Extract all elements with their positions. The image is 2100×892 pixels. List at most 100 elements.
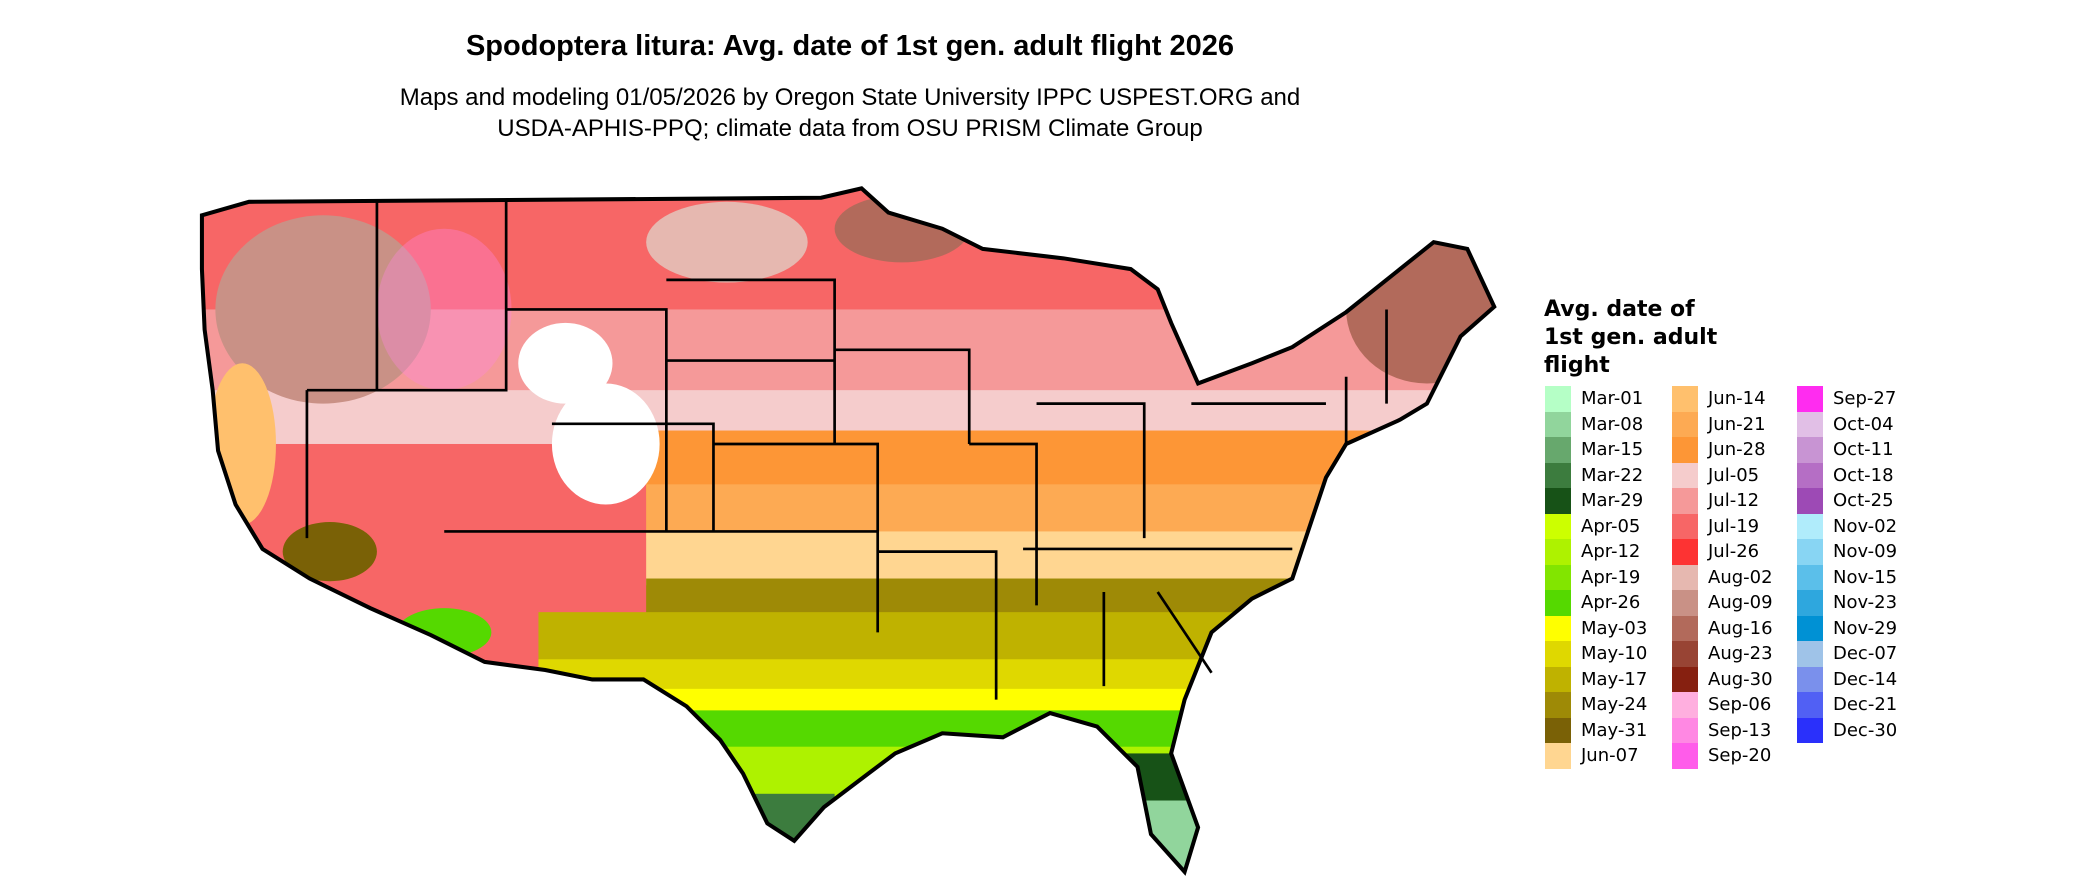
legend-label: Aug-30	[1708, 668, 1773, 690]
legend-label: May-24	[1581, 694, 1648, 716]
legend-title-line: flight	[1544, 353, 1610, 378]
legend-swatch	[1797, 692, 1823, 718]
legend-label: Jul-12	[1708, 490, 1760, 512]
legend-swatch	[1672, 666, 1698, 692]
map-subtitle-line-1: Maps and modeling 01/05/2026 by Oregon S…	[399, 84, 1301, 111]
legend-label: Oct-25	[1833, 490, 1894, 512]
legend-label: Nov-23	[1833, 592, 1898, 614]
legend-item: Sep-27	[1797, 386, 1897, 412]
legend-item: Nov-23	[1797, 590, 1897, 616]
legend-item: Aug-30	[1672, 666, 1773, 692]
legend-label: Mar-22	[1581, 464, 1644, 486]
legend-swatch	[1545, 641, 1571, 667]
legend-item: Jul-26	[1672, 539, 1773, 565]
legend-label: Jul-26	[1708, 541, 1760, 563]
legend-swatch	[1797, 411, 1823, 437]
legend-item: Mar-22	[1545, 462, 1647, 488]
legend-item: May-31	[1545, 717, 1647, 743]
legend-swatch	[1545, 462, 1571, 488]
legend-column-2: Jun-14 Jun-21 Jun-28 Jul-05 Jul-12 Jul-19 Jul-…	[1672, 386, 1773, 769]
legend-label: Jun-14	[1708, 388, 1766, 410]
legend-swatch	[1797, 513, 1823, 539]
legend-item: Jun-28	[1672, 437, 1773, 463]
legend-swatch	[1797, 666, 1823, 692]
legend-item: Oct-25	[1797, 488, 1897, 514]
legend-item: Apr-19	[1545, 564, 1647, 590]
legend-label: Mar-01	[1581, 388, 1644, 410]
legend-item: Jul-05	[1672, 462, 1773, 488]
legend-label: Aug-16	[1708, 617, 1773, 639]
legend-item: May-17	[1545, 666, 1647, 692]
legend-swatch	[1672, 590, 1698, 616]
legend-item: Oct-04	[1797, 411, 1897, 437]
legend-label: Aug-02	[1708, 566, 1773, 588]
legend-item: Dec-21	[1797, 692, 1897, 718]
legend-label: Dec-14	[1833, 668, 1898, 690]
legend-item: Dec-07	[1797, 641, 1897, 667]
legend-label: Sep-13	[1708, 719, 1772, 741]
legend-swatch	[1545, 615, 1571, 641]
legend-item: Mar-01	[1545, 386, 1647, 412]
legend-swatch	[1797, 462, 1823, 488]
legend-title-line: Avg. date of	[1544, 297, 1695, 322]
legend-item: May-24	[1545, 692, 1647, 718]
legend-swatch	[1545, 513, 1571, 539]
legend-swatch	[1672, 513, 1698, 539]
legend-swatch	[1545, 386, 1571, 412]
legend-label: Jun-28	[1708, 439, 1766, 461]
legend-label: Apr-19	[1581, 566, 1641, 588]
legend-label: May-03	[1581, 617, 1648, 639]
legend-label: Mar-15	[1581, 439, 1644, 461]
legend-swatch	[1545, 411, 1571, 437]
legend-item: Aug-16	[1672, 615, 1773, 641]
legend-item: Aug-02	[1672, 564, 1773, 590]
legend-item: Jun-14	[1672, 386, 1773, 412]
legend-swatch	[1545, 743, 1571, 769]
map-title: Spodoptera litura: Avg. date of 1st gen.…	[465, 30, 1235, 62]
legend-item: Jun-21	[1672, 411, 1773, 437]
legend-swatch	[1672, 386, 1698, 412]
legend-label: Aug-23	[1708, 643, 1773, 665]
legend-swatch	[1797, 615, 1823, 641]
legend-label: Sep-27	[1833, 388, 1897, 410]
legend-label: Nov-15	[1833, 566, 1898, 588]
legend-swatch	[1672, 539, 1698, 565]
legend-swatch	[1672, 717, 1698, 743]
legend-swatch	[1797, 437, 1823, 463]
legend-swatch	[1545, 717, 1571, 743]
legend-item: Jul-12	[1672, 488, 1773, 514]
legend-swatch	[1545, 590, 1571, 616]
legend-label: Jul-05	[1708, 464, 1760, 486]
legend-swatch	[1672, 437, 1698, 463]
legend-label: Dec-07	[1833, 643, 1898, 665]
legend-item: Nov-15	[1797, 564, 1898, 590]
legend-item: Dec-14	[1797, 666, 1898, 692]
legend-swatch	[1672, 564, 1698, 590]
legend-label: May-10	[1581, 643, 1648, 665]
legend-swatch	[1545, 564, 1571, 590]
legend-swatch	[1672, 462, 1698, 488]
legend-label: Nov-02	[1833, 515, 1898, 537]
legend-swatch	[1672, 615, 1698, 641]
legend-swatch	[1672, 743, 1698, 769]
legend-swatch	[1797, 488, 1823, 514]
legend-title: Avg. date of 1st gen. adult flight	[1544, 296, 1717, 380]
legend-item: Apr-12	[1545, 539, 1647, 565]
legend-item: Oct-18	[1797, 462, 1897, 488]
legend-label: Oct-11	[1833, 439, 1894, 461]
legend-item: Nov-29	[1797, 615, 1897, 641]
legend-label: Dec-21	[1833, 694, 1898, 716]
legend-swatch	[1672, 692, 1698, 718]
legend-item: Aug-23	[1672, 641, 1773, 667]
legend-label: Jun-07	[1581, 745, 1639, 767]
legend-label: Oct-04	[1833, 413, 1894, 435]
legend-title-line: 1st gen. adult	[1544, 325, 1718, 350]
legend-item: Apr-05	[1545, 513, 1647, 539]
legend-swatch	[1797, 641, 1823, 667]
legend-swatch	[1545, 666, 1571, 692]
legend-item: Jul-19	[1672, 513, 1773, 539]
legend-item: Mar-29	[1545, 488, 1647, 514]
legend-item: Mar-08	[1545, 411, 1647, 437]
legend-swatch	[1797, 590, 1823, 616]
